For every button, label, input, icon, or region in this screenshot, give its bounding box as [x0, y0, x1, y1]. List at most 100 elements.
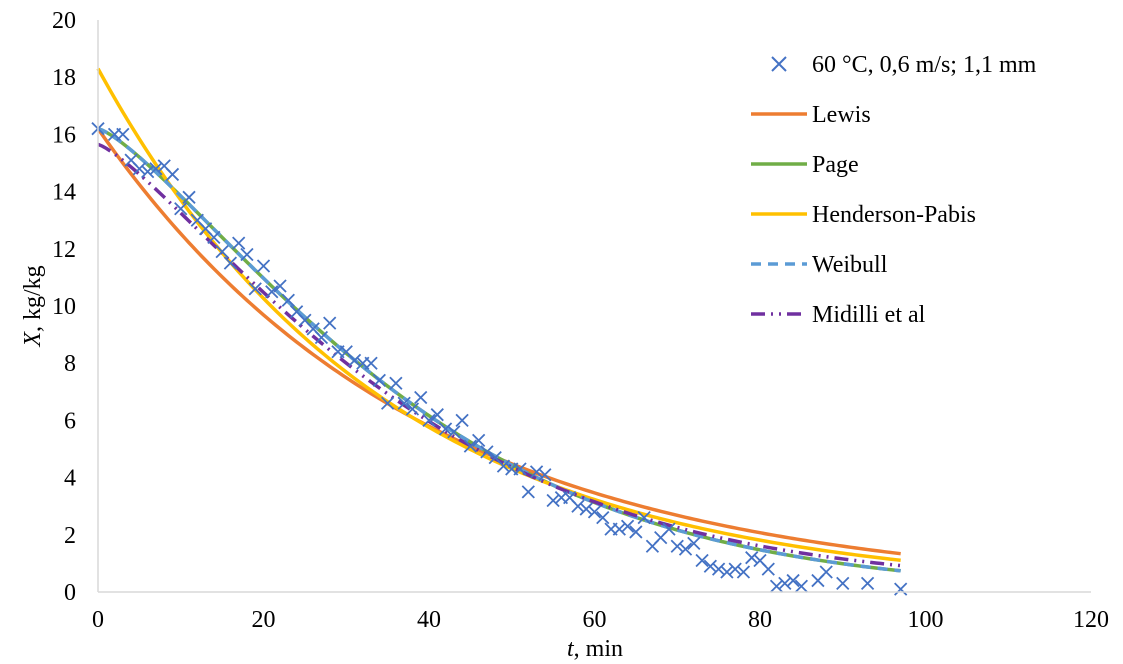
x-axis-title: t, min	[567, 636, 623, 662]
data-point	[579, 502, 593, 516]
y-tick-label: 20	[52, 8, 76, 34]
data-point	[265, 285, 279, 299]
data-point	[165, 167, 180, 182]
data-point	[587, 505, 602, 519]
data-point	[281, 293, 295, 307]
data-point	[472, 433, 486, 448]
data-point	[182, 190, 196, 204]
plot-area	[91, 67, 908, 596]
data-point	[223, 256, 238, 270]
y-tick-label: 8	[64, 351, 76, 377]
x-tick-label: 80	[748, 607, 772, 633]
data-point	[538, 468, 552, 482]
data-point	[174, 202, 188, 216]
tick-labels: 0 20 40 60 80 100 120 0 2 4 6 8 10 12 14 16 18 20	[52, 8, 1109, 633]
series-line-page	[97, 127, 901, 573]
y-tick-label: 16	[52, 122, 76, 148]
y-tick-label: 10	[52, 294, 76, 320]
x-tick-label: 20	[252, 607, 276, 633]
data-point	[571, 499, 585, 513]
data-point	[612, 522, 626, 536]
data-point	[529, 465, 544, 479]
data-point	[745, 551, 759, 565]
y-tick-label: 6	[64, 408, 76, 434]
y-tick-label: 4	[64, 466, 76, 492]
data-point	[149, 162, 163, 176]
y-tick-label: 18	[52, 65, 76, 91]
x-tick-label: 120	[1073, 607, 1109, 633]
axes	[97, 20, 1091, 593]
data-point	[141, 164, 155, 179]
data-point	[894, 582, 908, 596]
series-line-midilli-et-al	[97, 142, 901, 568]
data-point	[314, 330, 329, 345]
series-line-weibull	[97, 127, 901, 573]
legend-label-lewis: Lewis	[812, 102, 871, 128]
data-point	[678, 542, 693, 556]
data-point	[637, 511, 651, 525]
x-tick-label: 100	[908, 607, 944, 633]
data-point	[240, 247, 254, 262]
data-point	[786, 573, 800, 588]
data-point	[414, 390, 428, 405]
data-point	[711, 562, 726, 576]
data-point	[728, 562, 742, 576]
data-point	[546, 493, 560, 508]
x-tick-label: 0	[92, 607, 104, 633]
data-point	[496, 459, 511, 473]
data-point	[380, 396, 395, 410]
data-point	[761, 562, 775, 576]
data-point	[116, 127, 130, 142]
legend: 60 °C, 0,6 m/s; 1,1 mm Lewis Page Henderson…	[751, 52, 1037, 328]
data-point	[596, 511, 610, 525]
data-point	[819, 565, 833, 579]
data-point	[769, 579, 784, 593]
data-point	[662, 522, 676, 536]
data-point	[389, 376, 403, 390]
y-axis-title: X, kg/kg	[20, 265, 46, 347]
series-line-lewis	[96, 127, 901, 556]
data-point	[778, 576, 792, 591]
legend-marker-x-icon	[771, 56, 787, 72]
data-point	[132, 162, 147, 176]
y-tick-label: 0	[64, 580, 76, 606]
data-point	[720, 565, 734, 579]
data-point	[323, 316, 337, 330]
data-point	[447, 425, 461, 439]
data-point	[256, 259, 271, 273]
legend-label-60-c-0-6-m-s-1-1-mm: 60 °C, 0,6 m/s; 1,1 mm	[812, 52, 1037, 78]
data-point	[430, 408, 444, 422]
data-point	[736, 565, 751, 579]
data-point	[521, 485, 535, 499]
data-point	[629, 525, 643, 539]
y-tick-label: 14	[52, 180, 76, 206]
legend-label-midilli-et-al: Midilli et al	[812, 302, 926, 328]
data-point	[397, 396, 411, 410]
x-tick-label: 40	[417, 607, 441, 633]
data-point	[670, 539, 684, 553]
data-point	[347, 353, 362, 367]
data-point	[422, 413, 436, 428]
data-point	[794, 579, 809, 593]
data-point	[860, 576, 875, 591]
data-point	[215, 245, 229, 259]
data-point	[513, 462, 527, 476]
data-point	[463, 439, 478, 453]
data-point	[438, 422, 453, 436]
legend-label-weibull: Weibull	[812, 252, 888, 278]
y-tick-label: 12	[52, 237, 76, 263]
x-tick-label: 60	[583, 607, 607, 633]
data-point	[405, 402, 420, 416]
data-point	[273, 279, 287, 293]
data-point	[695, 553, 709, 568]
data-point	[455, 413, 469, 428]
data-point	[703, 559, 717, 573]
y-tick-label: 2	[64, 523, 76, 549]
data-point	[620, 519, 635, 533]
data-point	[364, 356, 378, 370]
data-point	[836, 576, 850, 591]
legend-label-page: Page	[812, 152, 859, 178]
data-point	[248, 282, 262, 296]
data-point	[480, 445, 494, 459]
